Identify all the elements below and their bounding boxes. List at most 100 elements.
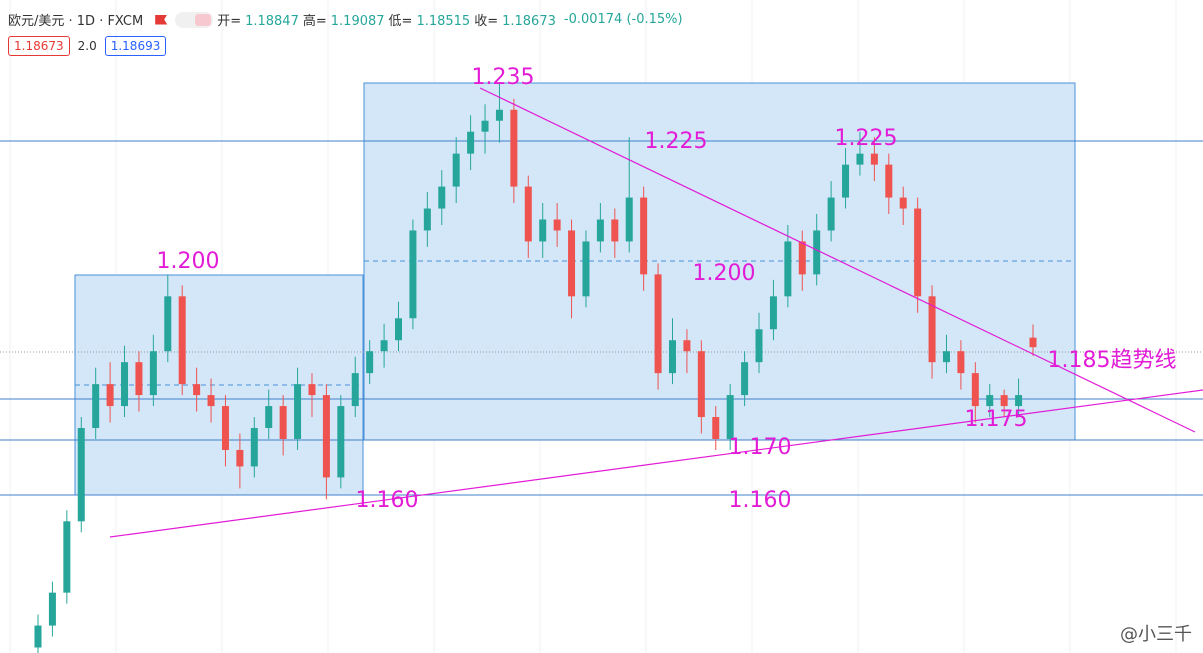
annotation: 1.225	[835, 126, 898, 151]
candle-body	[351, 373, 359, 407]
candle-body	[279, 406, 287, 439]
watermark: @小三千	[1120, 624, 1192, 645]
candle-body	[452, 153, 460, 187]
candle-body	[48, 592, 56, 626]
ohlc: 开= 1.18847 高= 1.19087 低= 1.18515 收= 1.18673	[217, 10, 560, 29]
candle-body	[1000, 395, 1008, 407]
candle-body	[697, 351, 705, 418]
candle-body	[914, 208, 922, 297]
ohlc-label: 高=	[302, 14, 327, 29]
ohlc-value: 1.18673	[502, 14, 556, 29]
ohlc-label: 低=	[388, 14, 413, 29]
candle-body	[971, 373, 979, 407]
header: 欧元/美元 · 1D · FXCM 开= 1.18847 高= 1.19087 低= 1.…	[8, 10, 687, 29]
flag-icon	[155, 14, 168, 25]
candle-body	[827, 197, 835, 231]
candle-body	[842, 164, 850, 198]
ohlc-value: 1.19087	[330, 14, 385, 29]
candle-body	[322, 395, 330, 478]
candle-body	[899, 197, 907, 209]
candle-body	[942, 351, 950, 363]
candle-body	[77, 428, 85, 522]
candle-body	[481, 120, 489, 132]
ask[interactable]: 1.18693	[104, 36, 167, 56]
candle-body	[337, 406, 345, 478]
candle-body	[582, 241, 590, 297]
candle-body	[654, 274, 662, 374]
candle-body	[539, 219, 547, 242]
annotation: 1.200	[693, 261, 756, 286]
change: -0.00174 (-0.15%)	[563, 12, 683, 27]
candle-body	[885, 164, 893, 198]
symbol: 欧元/美元 · 1D · FXCM	[8, 14, 144, 29]
candle-body	[193, 384, 201, 396]
spread: 2.0	[77, 39, 97, 53]
annotation: 1.175	[965, 407, 1028, 432]
bid[interactable]: 1.18673	[8, 36, 70, 56]
annotation: 1.160	[729, 488, 792, 513]
candle-body	[380, 340, 388, 352]
candle-body	[121, 362, 129, 407]
candle-body	[438, 186, 446, 209]
candle-body	[221, 406, 229, 450]
candle-body	[986, 395, 994, 407]
candle-body	[625, 197, 633, 242]
candle-body	[423, 208, 431, 231]
candle-body	[149, 351, 157, 396]
toggle[interactable]	[175, 11, 214, 28]
candle-body	[928, 296, 936, 363]
candle-body	[366, 351, 374, 374]
candle-body	[236, 449, 244, 467]
candle-body	[755, 329, 763, 363]
candle-body	[568, 230, 576, 297]
candle-body	[640, 197, 648, 275]
annotation: 1.170	[729, 435, 792, 460]
candle-body	[106, 384, 114, 407]
ohlc-label: 开=	[217, 14, 242, 29]
annotation: 1.185趋势线	[1048, 348, 1177, 373]
candle-body	[265, 406, 273, 429]
candle-body	[784, 241, 792, 297]
candle-body	[856, 153, 864, 165]
candle-body	[524, 186, 532, 242]
trend-line	[109, 389, 1203, 538]
ohlc-value: 1.18515	[416, 14, 471, 29]
candle-body	[467, 131, 475, 154]
candle-body	[712, 417, 720, 439]
annotation: 1.200	[157, 249, 220, 274]
candle-body	[308, 384, 316, 396]
annotation: 1.160	[356, 488, 419, 513]
annotations: 1.235 1.225 1.225 1.200 1.200 1.170 1.160 1.160…	[157, 65, 1177, 513]
candle-body	[798, 241, 806, 275]
candle-body	[294, 384, 302, 439]
ohlc-label: 收=	[474, 14, 499, 29]
candle-body	[957, 351, 965, 374]
candle-body	[741, 362, 749, 396]
candle-body	[510, 109, 518, 187]
candle-body	[596, 219, 604, 242]
trend-line	[479, 87, 1196, 433]
candle-body	[135, 362, 143, 396]
candle-body	[813, 230, 821, 275]
candle-body	[870, 153, 878, 165]
candles	[34, 82, 1037, 653]
candle-body	[250, 428, 258, 467]
candle-body	[1015, 395, 1023, 407]
candle-body	[683, 340, 691, 352]
candle-body	[668, 340, 676, 374]
candle-body	[395, 318, 403, 341]
candle-body	[92, 384, 100, 429]
candle-body	[726, 395, 734, 439]
ohlc-value: 1.18847	[245, 14, 299, 29]
candle-body	[495, 109, 503, 121]
candle-body	[611, 219, 619, 242]
candle-body	[409, 230, 417, 319]
annotation: 1.225	[645, 129, 708, 154]
quote-boxes: 1.18673 2.0 1.18693	[8, 36, 167, 56]
candle-body	[178, 296, 186, 385]
candle-body	[1029, 337, 1037, 348]
candle-body	[769, 296, 777, 330]
candle-body	[553, 219, 561, 231]
